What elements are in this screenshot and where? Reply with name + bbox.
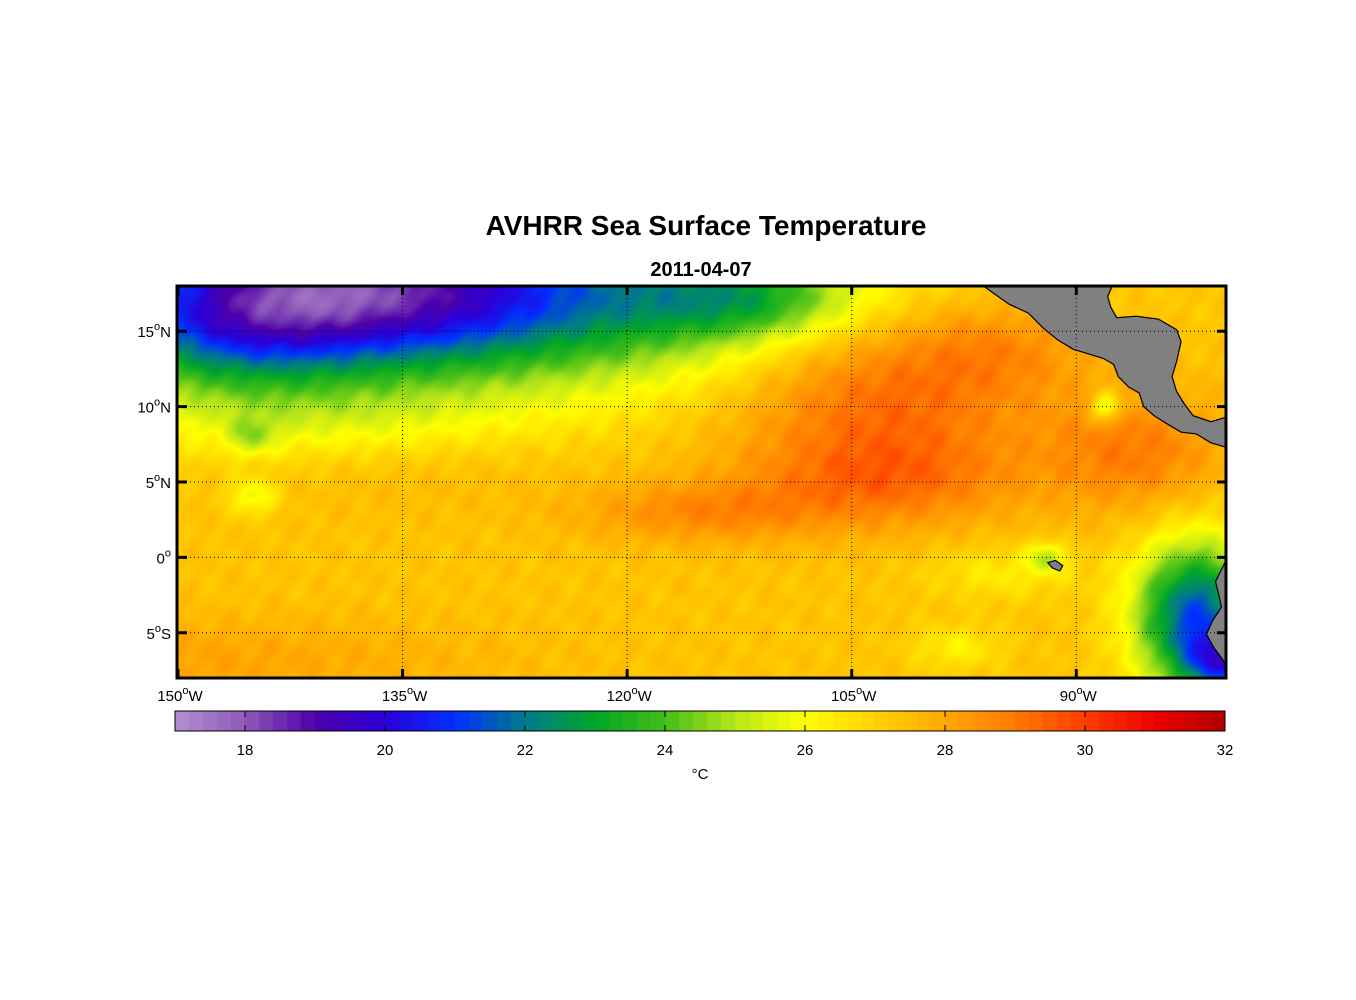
chart-title: AVHRR Sea Surface Temperature: [486, 210, 927, 241]
axis-ticks: [176, 286, 1226, 678]
colorbar-tick-label: 20: [377, 742, 394, 759]
x-tick-label: 135oW: [382, 685, 428, 705]
x-tick-label: 90oW: [1060, 685, 1098, 705]
x-axis-labels: 150oW 135oW 120oW 105oW 90oW: [157, 685, 1097, 705]
colorbar-tick-label: 28: [937, 742, 954, 759]
colorbar-tick-label: 32: [1217, 742, 1234, 759]
colorbar-unit-label: °C: [692, 766, 709, 783]
y-axis-labels: 15oN 10oN 5oN 0o 5oS: [137, 321, 171, 643]
colorbar-tick-label: 24: [657, 742, 674, 759]
colorbar-tick-label: 30: [1077, 742, 1094, 759]
y-tick-label: 5oN: [146, 472, 171, 492]
y-tick-label: 5oS: [147, 623, 171, 643]
land-south-america-coast: [1205, 559, 1226, 667]
colorbar-frame: [174, 710, 1226, 732]
colorbar-ticks: 18 20 22 24 26 28 30 32: [237, 711, 1234, 759]
y-tick-label: 10oN: [137, 397, 171, 417]
y-tick-label: 15oN: [137, 321, 171, 341]
x-tick-label: 120oW: [606, 685, 652, 705]
colorbar-tick-label: 18: [237, 742, 254, 759]
gridlines: [178, 286, 1226, 678]
y-tick-label: 0o: [157, 547, 171, 567]
chart-subtitle: 2011-04-07: [650, 259, 751, 281]
colorbar-tick-label: 22: [517, 742, 534, 759]
colorbar-tick-label: 26: [797, 742, 814, 759]
x-tick-label: 105oW: [831, 685, 877, 705]
land-galapagos: [1046, 559, 1064, 572]
colorbar: [175, 711, 1225, 731]
x-tick-label: 150oW: [157, 685, 203, 705]
